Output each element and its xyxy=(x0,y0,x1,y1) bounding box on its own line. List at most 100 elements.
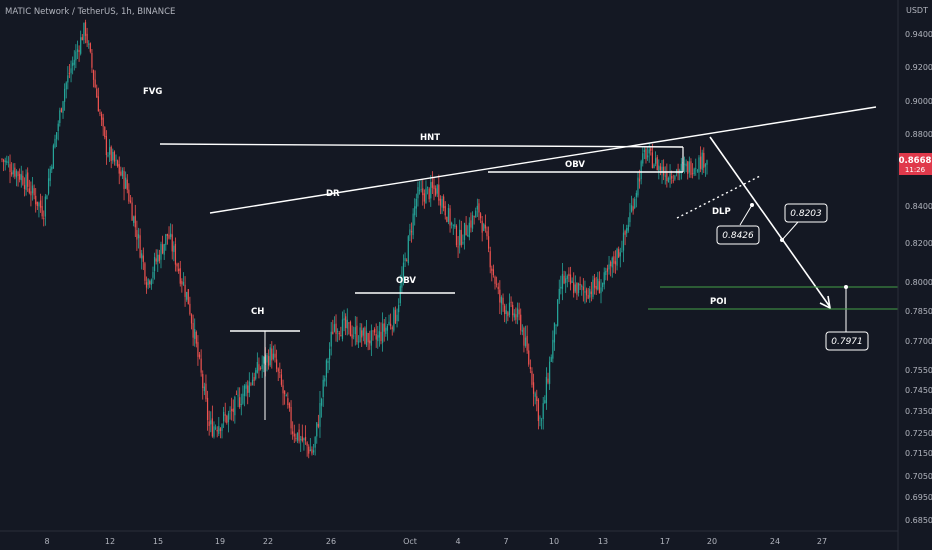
candle-down xyxy=(383,323,385,332)
candle-down xyxy=(190,314,193,324)
candle-up xyxy=(550,357,552,362)
candle-up xyxy=(581,285,583,287)
candle-up xyxy=(303,438,305,440)
candle-up xyxy=(314,437,316,448)
candle-up xyxy=(107,155,109,157)
candle-up xyxy=(227,413,230,422)
candle-up xyxy=(412,213,414,236)
candle-down xyxy=(449,208,451,226)
candle-down xyxy=(293,433,295,437)
candle-down xyxy=(361,330,363,338)
candle-up xyxy=(52,145,54,169)
candle-down xyxy=(123,170,125,190)
callout-box xyxy=(825,331,869,351)
annotation-poi: POI xyxy=(710,297,727,307)
y-tick-label: 0.7700 xyxy=(905,337,932,346)
candle-up xyxy=(153,256,156,271)
candle-up xyxy=(646,155,649,158)
candle-up xyxy=(571,280,573,283)
y-axis-unit: USDT xyxy=(906,6,928,15)
candle-down xyxy=(523,327,525,346)
candle-up xyxy=(333,324,336,332)
candle-up xyxy=(542,403,544,419)
candle-down xyxy=(537,399,539,422)
candle-up xyxy=(622,232,625,251)
candle-down xyxy=(422,188,424,196)
candle-down xyxy=(200,358,202,373)
candle-down xyxy=(687,161,689,174)
candle-up xyxy=(365,331,368,346)
candle-down xyxy=(349,321,352,337)
candle-up xyxy=(393,308,395,331)
candle-up xyxy=(59,110,61,123)
candle-down xyxy=(585,289,588,296)
x-tick-label: 19 xyxy=(215,537,225,546)
candle-down xyxy=(311,449,313,454)
candle-down xyxy=(443,196,445,209)
candle-up xyxy=(51,166,53,170)
candle-up xyxy=(664,175,666,177)
x-tick-label: 12 xyxy=(105,537,115,546)
candle-up xyxy=(483,223,485,231)
candle-down xyxy=(666,172,668,182)
candle-up xyxy=(377,335,379,342)
candle-down xyxy=(394,310,397,324)
candle-down xyxy=(219,428,222,432)
candle-down xyxy=(423,193,425,202)
candle-down xyxy=(390,323,392,327)
candle-up xyxy=(218,426,220,434)
candle-down xyxy=(496,283,498,285)
candle-up xyxy=(629,212,631,223)
candle-down xyxy=(288,403,291,408)
candle-up xyxy=(112,152,114,161)
candle-up xyxy=(688,161,690,173)
candle-down xyxy=(9,164,11,173)
y-tick-label: 0.6950 xyxy=(905,493,932,502)
candle-down xyxy=(91,52,93,68)
candle-up xyxy=(704,164,706,167)
candle-down xyxy=(614,261,617,265)
candle-down xyxy=(438,184,440,201)
candle-up xyxy=(584,291,586,293)
arrow-leader-1 xyxy=(739,204,753,226)
candle-down xyxy=(110,146,112,161)
candle-down xyxy=(356,325,358,343)
candle-up xyxy=(296,432,299,441)
candle-up xyxy=(49,168,51,181)
candle-down xyxy=(656,157,658,171)
candle-up xyxy=(475,210,477,218)
candle-up xyxy=(115,159,117,161)
candle-down xyxy=(102,117,104,127)
candle-down xyxy=(292,431,294,434)
callout-value: 0.8426 xyxy=(722,231,754,241)
candle-down xyxy=(271,348,273,361)
y-tick-label: 0.9000 xyxy=(905,97,932,106)
candle-up xyxy=(165,234,167,245)
candle-down xyxy=(677,168,679,174)
candle-down xyxy=(340,335,342,337)
candle-down xyxy=(618,249,620,258)
candle-up xyxy=(553,322,556,343)
candle-down xyxy=(181,281,183,285)
annotation-hnt: HNT xyxy=(420,133,440,143)
candle-down xyxy=(258,364,260,371)
candle-down xyxy=(120,171,122,176)
candle-down xyxy=(536,396,538,402)
candle-up xyxy=(602,282,604,288)
candle-down xyxy=(155,258,157,262)
candle-up xyxy=(194,329,196,339)
candle-up xyxy=(353,335,355,337)
candle-up xyxy=(540,419,543,421)
candle-down xyxy=(434,188,437,196)
candle-up xyxy=(20,174,22,181)
candle-up xyxy=(57,123,59,131)
candle-up xyxy=(320,399,323,406)
candle-up xyxy=(589,289,591,298)
candle-down xyxy=(531,371,533,385)
callout-0-7971: 0.7971 xyxy=(825,331,869,351)
candle-up xyxy=(658,165,660,173)
candle-down xyxy=(149,281,151,285)
candle-down xyxy=(19,173,21,180)
candle-up xyxy=(343,318,345,321)
